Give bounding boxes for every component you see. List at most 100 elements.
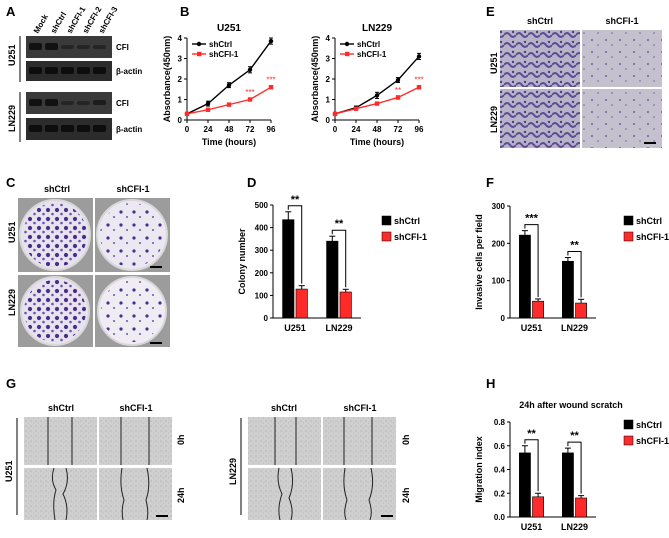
legend-label: shCFI-1 xyxy=(394,232,427,242)
wound-time-label: 24h xyxy=(401,487,411,503)
y-tick-label: 0 xyxy=(178,116,183,125)
colony-row-label: U251 xyxy=(7,221,17,243)
wound-time-label: 0h xyxy=(176,434,186,445)
category-label: U251 xyxy=(521,522,543,532)
legend-label: shCtrl xyxy=(394,216,420,226)
significance-bracket xyxy=(524,439,539,492)
blot-bands-cfi-ln229 xyxy=(29,99,106,106)
wound-time-label: 24h xyxy=(176,487,186,503)
y-tick-label: 0.8 xyxy=(494,418,506,427)
legend-swatch xyxy=(623,215,634,226)
x-axis-label: Time (hours) xyxy=(350,137,404,147)
wound-image-ln229-shctrl-0h xyxy=(248,417,321,465)
category-label: U251 xyxy=(284,323,306,333)
y-tick-label: 1 xyxy=(178,96,183,105)
chart-title: LN229 xyxy=(362,23,392,34)
bar xyxy=(575,497,587,518)
legend-label: shCFI-1 xyxy=(636,232,669,242)
y-tick-label: 0 xyxy=(501,314,506,323)
x-tick-label: 48 xyxy=(225,125,234,134)
invasion-images-panel: shCtrl shCFI-1 U251 LN229 xyxy=(489,16,662,148)
significance-mark: ** xyxy=(395,86,401,95)
y-tick-label: 300 xyxy=(255,246,269,255)
wound-image-ln229-shctrl-24h xyxy=(248,468,321,520)
invasion-chart: 0 100 200 300 Invasive cells per field U251 **… xyxy=(474,202,669,333)
data-point xyxy=(268,85,274,90)
wound-edge xyxy=(51,467,57,521)
legend-marker xyxy=(197,51,202,57)
wound-cell-line: LN229 xyxy=(228,458,238,485)
wound-image-u251-shcfi-0h xyxy=(99,417,172,465)
wound-time-label: 0h xyxy=(401,434,411,445)
legend-marker xyxy=(344,41,350,47)
data-point xyxy=(332,111,338,117)
y-tick-label: 300 xyxy=(492,202,506,211)
y-tick-label: 0 xyxy=(264,314,269,323)
wound-edge xyxy=(120,467,125,521)
chart-title: 24h after wound scratch xyxy=(519,400,623,410)
y-tick-label: 0.4 xyxy=(494,466,506,475)
y-tick-label: 0.6 xyxy=(494,442,506,451)
category-label: LN229 xyxy=(561,522,588,532)
y-tick-label: 3 xyxy=(178,55,183,64)
y-tick-label: 0.2 xyxy=(494,489,506,498)
blot-bands-cfi-u251 xyxy=(29,43,106,50)
colony-dots xyxy=(100,203,164,267)
invasion-image-ln229-shcfi xyxy=(582,89,662,148)
invasion-image-u251-shcfi xyxy=(582,30,662,87)
data-point xyxy=(226,82,232,88)
growth-curve-ln229: LN229 0 1 2 3 4 0 24 48 72 96 Time (hours) Absorbanc… xyxy=(310,23,424,147)
panel-label-g: G xyxy=(6,376,16,391)
y-tick-label: 4 xyxy=(178,34,183,43)
data-point xyxy=(247,67,253,72)
invasion-image-ln229-shctrl xyxy=(500,89,580,148)
x-tick-label: 24 xyxy=(204,125,213,134)
bar xyxy=(519,452,531,518)
colony-col-label: shCtrl xyxy=(44,184,70,194)
significance-bracket xyxy=(287,205,303,284)
bar xyxy=(532,300,544,319)
wound-col-label: shCFI-1 xyxy=(343,403,376,413)
significance-bracket xyxy=(567,251,582,298)
wound-col-label: shCFI-1 xyxy=(119,403,152,413)
wound-edge xyxy=(62,467,68,521)
chart-title: U251 xyxy=(217,23,241,34)
wound-col-label: shCtrl xyxy=(48,403,74,413)
legend-swatch xyxy=(623,435,634,446)
bar xyxy=(562,452,574,518)
blot-cell-line: LN229 xyxy=(7,105,17,132)
category-label: U251 xyxy=(521,323,543,333)
bar xyxy=(282,219,295,319)
data-point xyxy=(353,106,359,111)
legend-label: shCFI-1 xyxy=(357,50,387,59)
invasion-row-label: U251 xyxy=(489,52,499,74)
x-tick-label: 0 xyxy=(185,125,190,134)
y-tick-label: 2 xyxy=(178,75,183,84)
y-tick-label: 1 xyxy=(326,96,331,105)
panel-label-h: H xyxy=(486,376,495,391)
legend-swatch xyxy=(623,419,634,430)
data-point xyxy=(226,102,232,107)
colony-dots xyxy=(24,280,86,342)
panel-label-a: A xyxy=(6,4,16,19)
invasion-col-label: shCFI-1 xyxy=(605,16,638,26)
data-point xyxy=(205,101,211,106)
colony-number-chart: 0 100 200 300 400 500 Colony number U251 ** LN229… xyxy=(237,194,427,333)
bar xyxy=(532,496,544,518)
legend-label: shCFI-1 xyxy=(209,50,239,59)
legend-label: shCtrl xyxy=(209,40,232,49)
x-tick-label: 48 xyxy=(373,125,382,134)
blot-row-label: CFI xyxy=(116,99,129,108)
wound-edge xyxy=(277,467,283,521)
blot-bands-actin-ln229 xyxy=(29,125,106,132)
bar xyxy=(562,260,574,319)
wound-image-u251-shctrl-24h xyxy=(24,468,97,520)
blot-row-label: CFI xyxy=(116,43,129,52)
significance-mark: ** xyxy=(335,218,344,230)
x-tick-label: 72 xyxy=(246,125,255,134)
panel-label-b: B xyxy=(180,4,189,19)
significance-mark: ** xyxy=(570,430,579,442)
colony-row-label: LN229 xyxy=(7,289,17,316)
y-tick-label: 100 xyxy=(492,277,506,286)
